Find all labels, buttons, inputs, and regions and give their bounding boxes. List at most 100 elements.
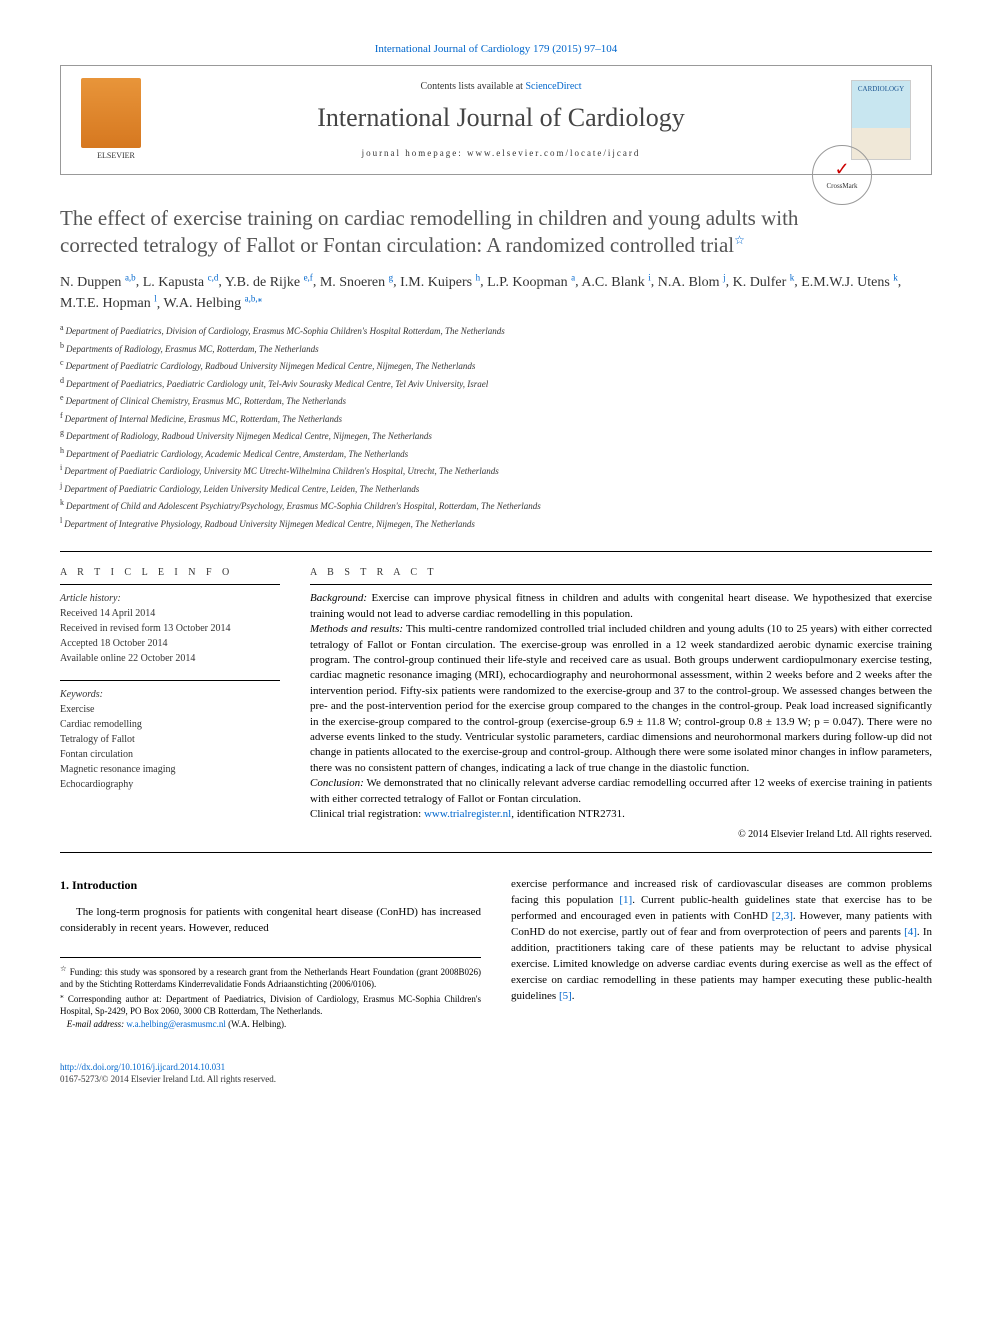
abs-background: Exercise can improve physical fitness in…: [310, 592, 932, 619]
abstract-heading: A B S T R A C T: [310, 566, 932, 580]
publisher-name: ELSEVIER: [81, 150, 151, 161]
journal-name: International Journal of Cardiology: [171, 100, 831, 136]
corr-star: ⁎: [60, 991, 64, 1000]
author: Y.B. de Rijke e,f: [225, 275, 313, 290]
crossmark-badge[interactable]: ✓ CrossMark: [812, 145, 872, 205]
corresponding-star[interactable]: ⁎: [258, 294, 263, 304]
contents-line: Contents lists available at ScienceDirec…: [171, 80, 831, 94]
doi-link[interactable]: http://dx.doi.org/10.1016/j.ijcard.2014.…: [60, 1062, 225, 1072]
abstract-body: Background: Exercise can improve physica…: [310, 584, 932, 842]
article-title: The effect of exercise training on cardi…: [60, 205, 932, 260]
history-line: Received 14 April 2014: [60, 606, 280, 621]
ref-2-3[interactable]: [2,3]: [772, 910, 793, 922]
ref-1[interactable]: [1]: [619, 894, 632, 906]
affiliation: b Departments of Radiology, Erasmus MC, …: [60, 340, 932, 357]
affiliation: a Department of Paediatrics, Division of…: [60, 322, 932, 339]
cover-label: CARDIOLOGY: [852, 81, 910, 95]
author: M.T.E. Hopman l: [60, 296, 157, 311]
funding-footnote: ☆ Funding: this study was sponsored by a…: [60, 964, 481, 991]
info-abstract-row: A R T I C L E I N F O Article history: R…: [60, 566, 932, 842]
affiliation-key: h: [60, 446, 66, 455]
affiliation: d Department of Paediatrics, Paediatric …: [60, 375, 932, 392]
author-affil-sup[interactable]: l: [154, 294, 157, 304]
history-label: Article history:: [60, 591, 280, 606]
abs-methods-label: Methods and results:: [310, 623, 403, 635]
intro-para-2: exercise performance and increased risk …: [511, 877, 932, 1005]
trial-reg-prefix: Clinical trial registration:: [310, 808, 424, 820]
keyword: Tetralogy of Fallot: [60, 732, 280, 747]
contents-prefix: Contents lists available at: [420, 81, 525, 92]
publisher-logo: ELSEVIER: [81, 78, 151, 161]
divider: [60, 852, 932, 853]
author-affil-sup[interactable]: a: [571, 272, 575, 282]
title-footnote-star[interactable]: ☆: [734, 233, 745, 247]
affiliation: l Department of Integrative Physiology, …: [60, 515, 932, 532]
author: M. Snoeren g: [320, 275, 393, 290]
history-line: Accepted 18 October 2014: [60, 636, 280, 651]
author: N.A. Blom j: [658, 275, 726, 290]
author-affil-sup[interactable]: a,b,: [245, 294, 258, 304]
affiliation: f Department of Internal Medicine, Erasm…: [60, 410, 932, 427]
author: K. Dulfer k: [733, 275, 795, 290]
crossmark-icon: ✓: [834, 157, 849, 182]
abs-background-label: Background:: [310, 592, 367, 604]
top-citation: International Journal of Cardiology 179 …: [60, 40, 932, 57]
footnotes: ☆ Funding: this study was sponsored by a…: [60, 957, 481, 1031]
affiliation-key: b: [60, 341, 66, 350]
intro-heading: 1. Introduction: [60, 877, 481, 894]
abstract-copyright: © 2014 Elsevier Ireland Ltd. All rights …: [310, 828, 932, 842]
author-affil-sup[interactable]: g: [389, 272, 394, 282]
ref-5[interactable]: [5]: [559, 990, 572, 1002]
journal-header: ELSEVIER Contents lists available at Sci…: [60, 65, 932, 174]
author-affil-sup[interactable]: k: [893, 272, 898, 282]
page-footer: http://dx.doi.org/10.1016/j.ijcard.2014.…: [60, 1061, 932, 1086]
article-history: Article history: Received 14 April 2014R…: [60, 584, 280, 666]
intro-para-1: The long-term prognosis for patients wit…: [60, 905, 481, 937]
elsevier-tree-icon: [81, 78, 141, 148]
journal-cover-thumbnail: CARDIOLOGY: [851, 80, 911, 160]
ref-4[interactable]: [4]: [904, 926, 917, 938]
email-label: E-mail address:: [67, 1019, 127, 1029]
keyword: Exercise: [60, 702, 280, 717]
author-affil-sup[interactable]: k: [790, 272, 795, 282]
affiliation-key: c: [60, 358, 66, 367]
author-affil-sup[interactable]: j: [723, 272, 726, 282]
keyword: Magnetic resonance imaging: [60, 762, 280, 777]
history-line: Available online 22 October 2014: [60, 651, 280, 666]
title-text: The effect of exercise training on cardi…: [60, 206, 798, 257]
keyword: Cardiac remodelling: [60, 717, 280, 732]
author-list: N. Duppen a,b, L. Kapusta c,d, Y.B. de R…: [60, 271, 932, 314]
author-affil-sup[interactable]: i: [648, 272, 651, 282]
main-two-columns: 1. Introduction The long-term prognosis …: [60, 877, 932, 1030]
divider: [60, 551, 932, 552]
affiliation: e Department of Clinical Chemistry, Eras…: [60, 392, 932, 409]
author-affil-sup[interactable]: a,b: [125, 272, 136, 282]
homepage-url: www.elsevier.com/locate/ijcard: [467, 148, 640, 158]
sciencedirect-link[interactable]: ScienceDirect: [525, 81, 581, 92]
email-suffix: (W.A. Helbing).: [226, 1019, 286, 1029]
abs-conclusion: We demonstrated that no clinically relev…: [310, 777, 932, 804]
corr-text: Corresponding author at: Department of P…: [60, 994, 481, 1017]
author: I.M. Kuipers h: [400, 275, 480, 290]
affiliation-key: l: [60, 516, 64, 525]
trial-reg-link[interactable]: www.trialregister.nl: [424, 808, 511, 820]
header-center: Contents lists available at ScienceDirec…: [171, 80, 831, 159]
keyword: Fontan circulation: [60, 747, 280, 762]
author: A.C. Blank i: [581, 275, 650, 290]
homepage-prefix: journal homepage:: [362, 148, 467, 158]
email-footnote: E-mail address: w.a.helbing@erasmusmc.nl…: [60, 1018, 481, 1031]
email-link[interactable]: w.a.helbing@erasmusmc.nl: [126, 1019, 225, 1029]
author-affil-sup[interactable]: h: [476, 272, 481, 282]
author-affil-sup[interactable]: c,d: [208, 272, 219, 282]
affiliation-key: f: [60, 411, 65, 420]
citation-link[interactable]: International Journal of Cardiology 179 …: [375, 43, 618, 55]
author-affil-sup[interactable]: e,f: [304, 272, 313, 282]
left-column: 1. Introduction The long-term prognosis …: [60, 877, 481, 1030]
funding-star: ☆: [60, 964, 67, 973]
keyword: Echocardiography: [60, 777, 280, 792]
author: L.P. Koopman a: [487, 275, 575, 290]
abstract: A B S T R A C T Background: Exercise can…: [310, 566, 932, 842]
affiliation-key: a: [60, 323, 66, 332]
affiliation-list: a Department of Paediatrics, Division of…: [60, 322, 932, 531]
homepage-line: journal homepage: www.elsevier.com/locat…: [171, 147, 831, 160]
